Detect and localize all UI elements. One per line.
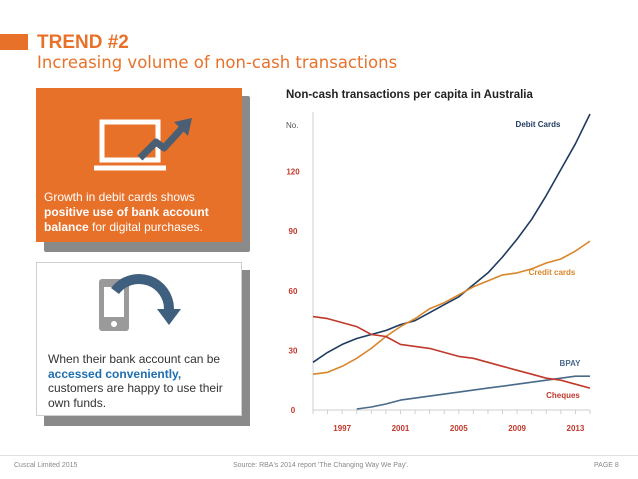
phone-refresh-icon (99, 274, 181, 331)
y-axis-label: No. (286, 121, 298, 130)
series-label-bpay: BPAY (560, 359, 582, 368)
x-tick-label: 2013 (567, 424, 585, 433)
series-label-debit-cards: Debit Cards (516, 120, 561, 129)
y-tick-label: 60 (289, 287, 298, 296)
y-tick-label: 0 (291, 406, 296, 415)
panel2-text-plain: When their bank account can be (48, 352, 221, 366)
x-tick-label: 2009 (508, 424, 526, 433)
x-tick-label: 2005 (450, 424, 468, 433)
chart-title: Non-cash transactions per capita in Aust… (286, 89, 533, 101)
footer-divider (0, 455, 638, 456)
footer-source: Source: RBA's 2014 report 'The Changing … (233, 462, 409, 469)
series-line-cheques (312, 315, 591, 389)
panel2-text-highlight: accessed conveniently, (48, 366, 182, 381)
panel1-text-bold: positive use of bank account balance (44, 205, 209, 234)
x-tick-label: 2001 (392, 424, 410, 433)
y-tick-label: 30 (289, 346, 298, 355)
slide-title: TREND #2 (37, 32, 129, 53)
panel1-text-end: for digital purchases. (92, 220, 203, 234)
series-line-debit-cards (312, 113, 591, 363)
panel2-text: When their bank account can be accessed … (48, 352, 238, 410)
access-panel (36, 262, 242, 416)
panel1-text: Growth in debit cards shows positive use… (44, 190, 234, 235)
laptop-trend-icon (94, 118, 192, 171)
footer-company: Cuscal Limited 2015 (14, 462, 78, 469)
series-line-credit-cards (312, 240, 591, 375)
footer-page-number: PAGE 8 (594, 462, 619, 469)
y-tick-label: 90 (289, 227, 298, 236)
debit-growth-panel (36, 88, 242, 242)
title-accent-bar (0, 34, 28, 50)
y-tick-label: 120 (286, 168, 300, 177)
slide-subtitle: Increasing volume of non-cash transactio… (37, 53, 398, 72)
series-label-cheques: Cheques (546, 391, 580, 400)
x-tick-label: 1997 (333, 424, 351, 433)
panel1-text-plain: Growth in debit cards shows (44, 190, 195, 204)
panel2-text-end: customers are happy to use their own fun… (48, 381, 223, 410)
series-label-credit-cards: Credit cards (529, 268, 576, 277)
